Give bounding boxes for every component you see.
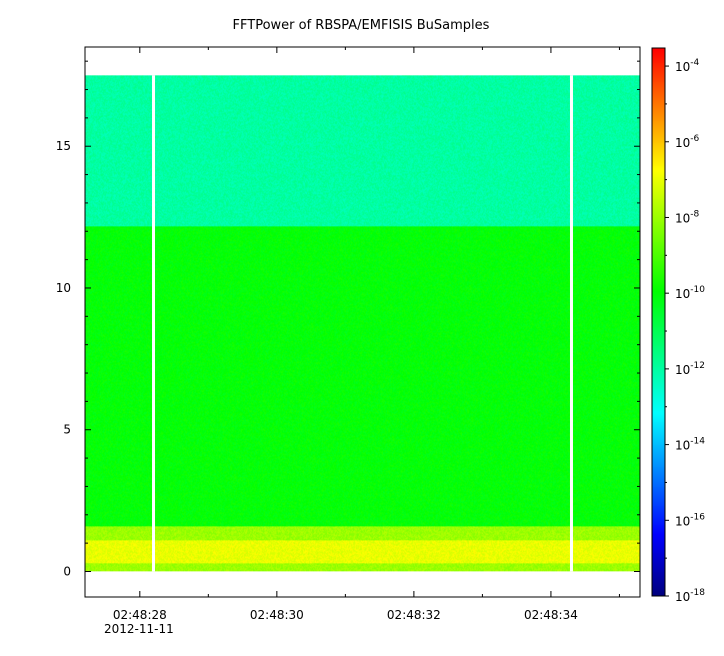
colorbar-tick-label: 10-14 <box>675 437 705 453</box>
colorbar-tick-label: 10-6 <box>675 134 700 150</box>
colorbar-tick-label: 10-16 <box>675 512 705 528</box>
colorbar-gradient <box>652 48 665 596</box>
colorbar-tick-label: 10-12 <box>675 361 705 377</box>
y-tick-label: 15 <box>56 139 71 153</box>
y-tick-label: 5 <box>63 423 71 437</box>
data-gaps <box>152 75 573 572</box>
y-tick-label: 0 <box>63 564 71 578</box>
y-tick-label: 10 <box>56 281 71 295</box>
y-axis: 0 5 10 15 <box>56 60 640 578</box>
colorbar-tick-label: 10-18 <box>675 588 705 604</box>
colorbar-frame <box>651 47 666 597</box>
colorbar: 10-4 10-6 10-8 10-10 10-12 10-14 10-16 10-18 <box>651 47 705 604</box>
chart-title: FFTPower of RBSPA/EMFISIS BuSamples <box>233 18 490 33</box>
x-axis-date-label: 2012-11-11 <box>104 622 174 636</box>
x-tick-label: 02:48:28 <box>113 608 167 622</box>
x-tick-label: 02:48:30 <box>250 608 304 622</box>
spectrogram-image <box>85 75 640 572</box>
colorbar-tick-label: 10-10 <box>675 285 705 301</box>
data-gap-line <box>569 75 573 572</box>
x-axis: 02:48:28 02:48:30 02:48:32 02:48:34 <box>113 47 620 622</box>
colorbar-ticks: 10-4 10-6 10-8 10-10 10-12 10-14 10-16 10-18 <box>665 58 705 604</box>
colorbar-tick-label: 10-8 <box>675 209 700 225</box>
data-gap-line <box>152 75 156 572</box>
colorbar-tick-label: 10-4 <box>675 58 700 74</box>
plot-frame <box>84 46 641 598</box>
plot-area <box>84 46 641 598</box>
x-tick-label: 02:48:32 <box>387 608 441 622</box>
x-tick-label: 02:48:34 <box>524 608 578 622</box>
